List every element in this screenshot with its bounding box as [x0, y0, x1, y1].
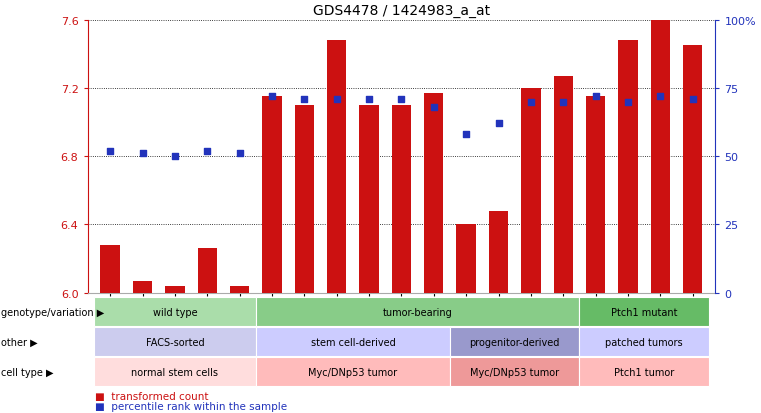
Point	[201, 148, 213, 154]
Bar	[586, 97, 605, 293]
Bar	[457, 225, 476, 293]
Point	[234, 151, 246, 157]
Point	[428, 104, 440, 111]
Point	[136, 151, 148, 157]
Point	[298, 96, 310, 103]
Text: progenitor-derived: progenitor-derived	[470, 337, 560, 347]
Text: Ptch1 mutant: Ptch1 mutant	[611, 307, 677, 317]
Bar	[489, 211, 508, 293]
Point	[169, 154, 181, 160]
Text: cell type ▶: cell type ▶	[1, 367, 53, 377]
Point	[363, 96, 375, 103]
Point	[104, 148, 116, 154]
Text: wild type: wild type	[152, 307, 197, 317]
Point	[654, 94, 667, 100]
Point	[395, 96, 407, 103]
Text: FACS-sorted: FACS-sorted	[145, 337, 204, 347]
Title: GDS4478 / 1424983_a_at: GDS4478 / 1424983_a_at	[313, 4, 490, 18]
Text: genotype/variation ▶: genotype/variation ▶	[1, 307, 104, 317]
Point	[492, 121, 505, 127]
Bar	[424, 94, 444, 293]
Point	[525, 99, 537, 106]
Bar	[165, 286, 185, 293]
Text: ■  percentile rank within the sample: ■ percentile rank within the sample	[95, 401, 287, 411]
Text: Myc/DNp53 tumor: Myc/DNp53 tumor	[470, 367, 559, 377]
Bar	[521, 89, 540, 293]
Point	[330, 96, 342, 103]
Text: patched tumors: patched tumors	[605, 337, 683, 347]
Point	[557, 99, 569, 106]
Point	[590, 94, 602, 100]
Bar	[618, 41, 638, 293]
Bar	[553, 77, 573, 293]
Text: tumor-bearing: tumor-bearing	[383, 307, 453, 317]
Bar	[651, 21, 670, 293]
Bar	[230, 286, 250, 293]
Text: Ptch1 tumor: Ptch1 tumor	[614, 367, 674, 377]
Bar	[295, 106, 314, 293]
Point	[686, 96, 699, 103]
Bar	[133, 281, 152, 293]
Text: normal stem cells: normal stem cells	[132, 367, 218, 377]
Point	[622, 99, 634, 106]
Bar	[327, 41, 346, 293]
Bar	[100, 245, 120, 293]
Point	[460, 132, 473, 138]
Bar	[359, 106, 379, 293]
Bar	[392, 106, 411, 293]
Text: stem cell-derived: stem cell-derived	[310, 337, 395, 347]
Text: ■  transformed count: ■ transformed count	[95, 391, 209, 401]
Bar	[198, 249, 217, 293]
Text: other ▶: other ▶	[1, 337, 37, 347]
Point	[266, 94, 278, 100]
Text: Myc/DNp53 tumor: Myc/DNp53 tumor	[308, 367, 397, 377]
Bar	[263, 97, 282, 293]
Bar	[683, 46, 702, 293]
